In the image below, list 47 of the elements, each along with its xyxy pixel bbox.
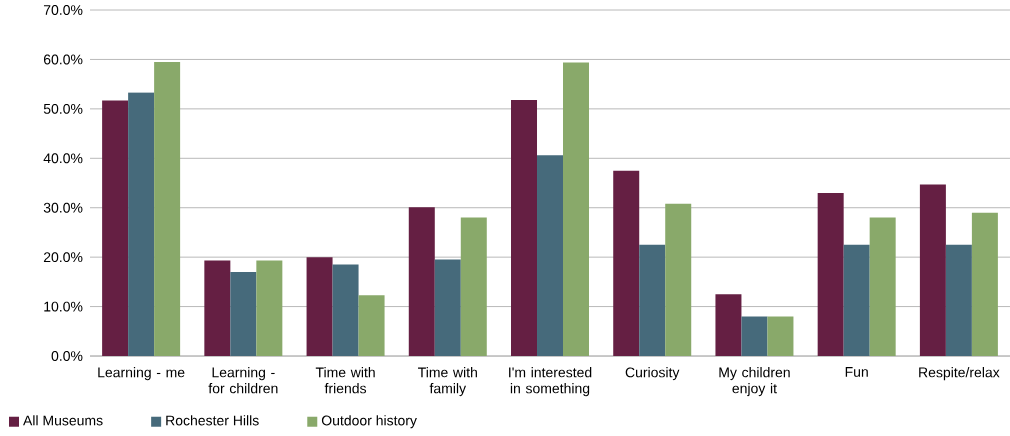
- x-tick-label: Learning - me: [98, 367, 185, 381]
- x-tick-label: I'm interested in something: [509, 367, 592, 397]
- bar: [741, 316, 768, 356]
- bar: [665, 203, 692, 356]
- bar: [102, 100, 129, 356]
- y-tick-label: 20.0%: [43, 252, 83, 263]
- bar: [945, 244, 972, 356]
- bar: [971, 212, 998, 356]
- bar: [715, 294, 742, 356]
- bar: [408, 207, 435, 356]
- bar: [154, 61, 181, 356]
- x-tick-label: My children enjoy it: [719, 367, 790, 397]
- bar: [869, 217, 896, 356]
- bar: [230, 271, 257, 356]
- bar: [128, 92, 155, 356]
- bar: [511, 99, 538, 356]
- bar: [537, 155, 563, 356]
- bar: [306, 257, 333, 356]
- bar: [843, 244, 870, 356]
- x-tick-label: Time with friends: [315, 367, 375, 394]
- x-tick-label: Time with family: [418, 367, 477, 397]
- bar: [639, 244, 666, 356]
- legend-label: All Museums: [23, 415, 103, 426]
- bar: [767, 316, 794, 356]
- y-tick-label: 50.0%: [43, 103, 83, 114]
- y-tick-label: 40.0%: [43, 153, 83, 164]
- legend-label: Rochester Hills: [166, 415, 259, 426]
- y-tick-label: 0.0%: [51, 351, 83, 361]
- bar: [563, 62, 590, 356]
- x-tick-label: Respite/relax: [919, 367, 1000, 381]
- x-tick-label: Curiosity: [625, 367, 680, 381]
- bar: [817, 192, 844, 356]
- bar: [204, 260, 231, 356]
- bar: [332, 264, 359, 356]
- bar: [434, 259, 461, 356]
- bar: [358, 295, 385, 356]
- bar: [919, 184, 946, 356]
- y-tick-label: 60.0%: [43, 54, 83, 65]
- bar: [460, 217, 487, 356]
- x-tick-label: Fun: [845, 367, 868, 377]
- y-tick-label: 10.0%: [44, 301, 83, 312]
- legend-label: Outdoor history: [321, 415, 417, 429]
- x-tick-label: Learning - for children: [208, 367, 278, 394]
- bar: [613, 170, 640, 356]
- y-tick-label: 30.0%: [43, 202, 83, 213]
- y-tick-label: 70.0%: [43, 5, 83, 15]
- bar: [256, 260, 283, 356]
